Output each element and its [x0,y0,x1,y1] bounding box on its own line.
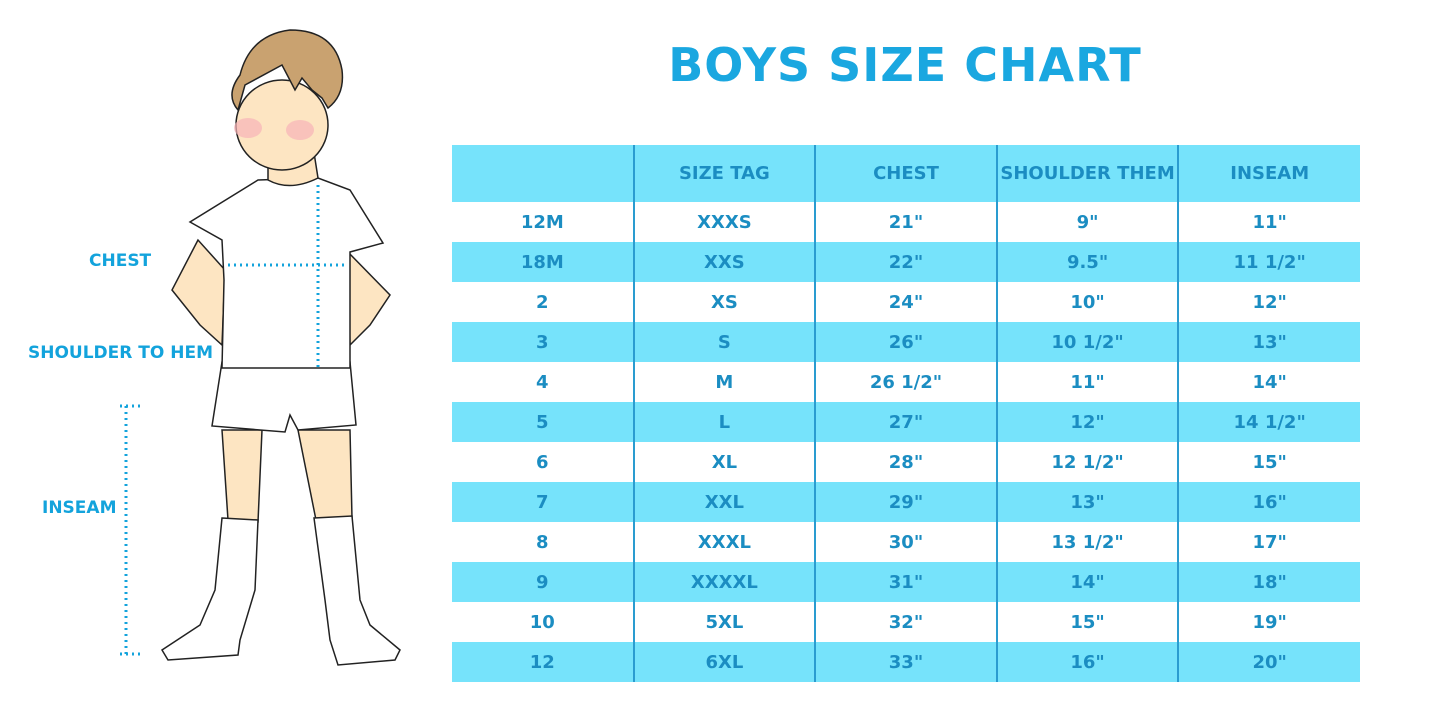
table-cell: 28" [814,442,997,482]
table-row: 9 XXXXL 31" 14" 18" [452,562,1360,602]
table-cell: 4 [536,371,549,393]
table-cell: 16" [995,642,1179,682]
table-cell: 6 [536,451,549,473]
table-cell: 31" [814,562,997,602]
table-cell: S [632,322,816,362]
table-row: 5 L 27" 12" 14 1/2" [452,402,1360,442]
table-cell: XXL [632,482,816,522]
table-cell: 12" [1177,282,1360,322]
table-cell: 9" [995,202,1179,242]
table-cell: 18M [452,242,634,282]
column-header: SIZE TAG [632,145,816,202]
table-cell: XXXL [632,522,816,562]
table-cell: 12M [520,211,564,233]
table-cell: 26" [814,322,997,362]
table-cell: 16" [1177,482,1360,522]
table-row: 8 XXXL 30" 13 1/2" 17" [452,522,1360,562]
table-cell: 8 [536,531,549,553]
table-cell: L [632,402,816,442]
chest-label: CHEST [89,251,152,271]
table-row: 4 M 26 1/2" 11" 14" [452,362,1360,402]
table-cell: 12" [995,402,1179,442]
table-row: 10 5XL 32" 15" 19" [452,602,1360,642]
table-row: 3 S 26" 10 1/2" 13" [452,322,1360,362]
table-cell: XL [632,442,816,482]
table-cell: 15" [1177,442,1360,482]
table-cell: 9.5" [995,242,1179,282]
table-row: 7 XXL 29" 13" 16" [452,482,1360,522]
table-cell: 2 [536,291,549,313]
column-header [452,145,634,202]
table-cell: 10 [529,611,555,633]
table-cell: 20" [1177,642,1360,682]
table-cell: 29" [814,482,997,522]
table-row: 6 XL 28" 12 1/2" 15" [452,442,1360,482]
column-header: SHOULDER THEM [995,145,1179,202]
table-cell: 7 [452,482,634,522]
boy-illustration [120,29,401,666]
table-cell: 5XL [632,602,816,642]
header-row: SIZE TAG CHEST SHOULDER THEM INSEAM [452,145,1360,202]
table-cell: 12 [452,642,634,682]
table-cell: 17" [1177,522,1360,562]
table-cell: XS [632,282,816,322]
table-row: 2 XS 24" 10" 12" [452,282,1360,322]
shoulder-to-hem-label: SHOULDER TO HEM [28,343,214,363]
table-cell: 14 1/2" [1177,402,1360,442]
table-cell: 13 1/2" [995,522,1179,562]
table-cell: 6XL [632,642,816,682]
inseam-label: INSEAM [42,498,117,518]
table-cell: 19" [1177,602,1360,642]
table-cell: 15" [995,602,1179,642]
table-row: 18M XXS 22" 9.5" 11 1/2" [452,242,1360,282]
table-cell: 33" [814,642,997,682]
table-cell: 27" [814,402,997,442]
table-cell: 10 1/2" [995,322,1179,362]
table-cell: 14" [995,562,1179,602]
table-cell: 21" [814,202,997,242]
table-cell: 11" [995,362,1179,402]
table-cell: 11 1/2" [1177,242,1360,282]
table-cell: 9 [452,562,634,602]
table-cell: 32" [814,602,997,642]
table-cell: 12 1/2" [995,442,1179,482]
table-row: 12M XXXS 21" 9" 11" [452,202,1360,242]
column-header: CHEST [814,145,997,202]
table-cell: 30" [814,522,997,562]
table-cell: XXXS [632,202,816,242]
table-cell: 24" [814,282,997,322]
table-cell: 18" [1177,562,1360,602]
table-cell: 13" [1177,322,1360,362]
table-cell: 10" [995,282,1179,322]
table-cell: 11" [1177,202,1360,242]
table-row: 12 6XL 33" 16" 20" [452,642,1360,682]
table-cell: XXS [632,242,816,282]
table-cell: 26 1/2" [814,362,997,402]
size-chart-table: SIZE TAG CHEST SHOULDER THEM INSEAM 12M XXXS… [452,145,1360,682]
table-cell: 3 [452,322,634,362]
page-title: BOYS SIZE CHART [668,38,1142,92]
table-cell: 5 [452,402,634,442]
table-cell: XXXXL [632,562,816,602]
column-header: INSEAM [1177,145,1360,202]
table-cell: 14" [1177,362,1360,402]
table-cell: 22" [814,242,997,282]
table-cell: M [632,362,816,402]
table-cell: 13" [995,482,1179,522]
